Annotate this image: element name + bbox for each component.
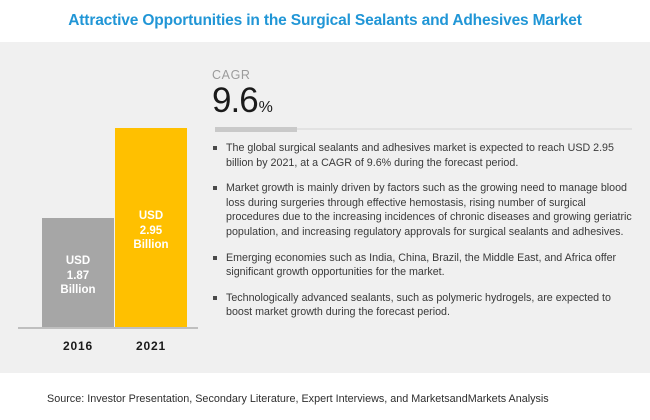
list-item: Technologically advanced sealants, such … — [212, 291, 632, 320]
cagr-percent-symbol: % — [258, 99, 273, 116]
bullet-square-icon — [213, 255, 217, 260]
list-item: Emerging economies such as India, China,… — [212, 251, 632, 280]
bar-2021: USD 2.95 Billion — [115, 128, 187, 328]
cagr-value-row: 9.6 % — [212, 81, 632, 121]
axis-tick-2016: 2016 — [63, 339, 93, 353]
bar-2016-label: USD 1.87 Billion — [42, 254, 114, 298]
divider-accent — [215, 127, 297, 132]
list-item: Market growth is mainly driven by factor… — [212, 181, 632, 239]
list-item-text: Market growth is mainly driven by factor… — [226, 182, 632, 238]
source-note: Source: Investor Presentation, Secondary… — [47, 393, 549, 405]
list-item-text: The global surgical sealants and adhesiv… — [226, 142, 614, 169]
footer-bar: Source: Investor Presentation, Secondary… — [0, 373, 650, 420]
bar-2021-unit: Billion — [133, 239, 169, 251]
bar-2016: USD 1.87 Billion — [42, 218, 114, 328]
chart-axis-line — [18, 327, 198, 329]
bar-chart: USD 1.87 Billion USD 2.95 Billion 2016 2… — [18, 42, 198, 373]
list-item-text: Emerging economies such as India, China,… — [226, 251, 617, 279]
title-bar: Attractive Opportunities in the Surgical… — [0, 0, 650, 42]
page-title: Attractive Opportunities in the Surgical… — [68, 12, 582, 29]
bar-2016-value: 1.87 — [66, 269, 90, 282]
section-divider — [212, 127, 632, 132]
list-item: The global surgical sealants and adhesiv… — [212, 141, 632, 170]
bar-2016-currency: USD — [65, 255, 91, 267]
divider-line — [297, 128, 632, 130]
bar-2021-label: USD 2.95 Billion — [115, 209, 187, 253]
bar-2016-unit: Billion — [60, 284, 96, 296]
bar-2021-value: 2.95 — [139, 224, 163, 237]
bullet-square-icon — [213, 295, 217, 300]
axis-tick-2021: 2021 — [136, 339, 166, 353]
list-item-text: Technologically advanced sealants, such … — [226, 291, 611, 319]
cagr-value: 9.6 — [212, 81, 259, 120]
cagr-label: CAGR — [212, 68, 251, 82]
bullet-list: The global surgical sealants and adhesiv… — [212, 141, 632, 320]
bullet-square-icon — [213, 146, 217, 150]
content-panel: USD 1.87 Billion USD 2.95 Billion 2016 2… — [0, 42, 650, 373]
details-column: CAGR 9.6 % The global surgical sealants … — [212, 68, 632, 336]
bullet-square-icon — [213, 186, 217, 191]
bar-2021-currency: USD — [138, 210, 164, 222]
